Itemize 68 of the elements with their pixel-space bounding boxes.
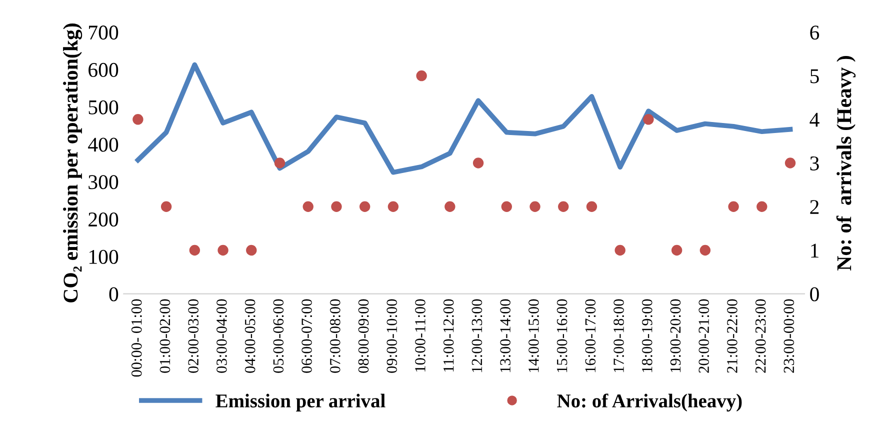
- point: [472, 158, 484, 168]
- y2-tick-label: 0: [810, 287, 819, 302]
- x-tick-label: 20:00-21:00: [698, 299, 710, 373]
- point: [132, 114, 144, 125]
- x-tick-label: 00:00- 01:00: [131, 299, 142, 377]
- y2-axis-title: No: of arrivals (Heavy ): [836, 56, 856, 271]
- point: [700, 244, 711, 256]
- x-tick-label: 04:00-05:00: [244, 299, 256, 373]
- point: [501, 201, 512, 212]
- y2-tick-label: 4: [810, 112, 820, 127]
- x-tick-label: 19:00-20:00: [670, 299, 681, 372]
- y2-tick-label: 6: [810, 26, 820, 40]
- x-tick-label: 16:00-17:00: [585, 299, 596, 372]
- x-tick-label: 18:00-19:00: [642, 299, 652, 372]
- legend-label: Emission per arrival: [216, 394, 386, 412]
- x-tick-label: 21:00-22:00: [727, 299, 738, 373]
- x-tick-label: 09:00-10:00: [386, 299, 398, 373]
- y-axis-title: CO₂ emission per operation(kg): [63, 24, 82, 302]
- x-tick-label: 06:00-07:00: [302, 299, 312, 373]
- y-tick-label: 500: [88, 100, 118, 114]
- x-tick-label: 11:00-12:00: [443, 299, 454, 372]
- y-tick-label: 200: [88, 212, 118, 227]
- point: [246, 244, 257, 256]
- x-tick-label: 08:00-09:00: [358, 299, 369, 373]
- y2-tick-label: 1: [811, 244, 818, 258]
- x-tick-label: 15:00-16:00: [556, 299, 568, 372]
- x-tick-label: 01:00-02:00: [160, 299, 170, 373]
- x-tick-label: 22:00-23:00: [755, 299, 766, 373]
- x-tick-label: 02:00-03:00: [188, 299, 199, 373]
- y-tick-label: 100: [89, 250, 118, 264]
- point: [160, 201, 172, 212]
- y2-tick-label: 2: [810, 200, 819, 214]
- y2-tick-label: 3: [810, 156, 819, 170]
- point: [728, 201, 739, 212]
- point: [586, 201, 598, 212]
- point: [331, 201, 342, 212]
- x-tick-label: 05:00-06:00: [273, 299, 284, 373]
- point: [614, 244, 626, 256]
- point: [302, 201, 314, 212]
- point: [274, 158, 286, 168]
- x-tick-label: 17:00-18:00: [614, 299, 624, 372]
- point: [444, 201, 456, 212]
- x-tick-label: 03:00-04:00: [216, 299, 227, 373]
- point: [671, 244, 682, 256]
- y-tick-label: 0: [109, 287, 118, 302]
- y-tick-label: 600: [88, 62, 118, 77]
- point: [643, 114, 654, 125]
- x-tick-label: 13:00-14:00: [500, 299, 511, 372]
- point: [530, 201, 540, 212]
- x-tick-label: 10:00-11:00: [415, 299, 426, 372]
- line-series: [136, 62, 793, 175]
- point: [416, 70, 427, 82]
- point: [558, 201, 569, 212]
- point: [784, 158, 796, 168]
- point: [756, 201, 768, 212]
- x-tick-label: 23:00-00:00: [784, 299, 794, 373]
- y2-tick-label: 5: [810, 69, 819, 84]
- point: [218, 244, 228, 256]
- legend-label: No: of Arrivals(heavy): [557, 394, 742, 412]
- y-tick-label: 700: [89, 26, 118, 40]
- point: [388, 201, 399, 212]
- x-tick-label: 07:00-08:00: [330, 299, 340, 373]
- x-tick-label: 14:00-15:00: [528, 299, 539, 372]
- x-tick-label: 12:00-13:00: [472, 299, 482, 372]
- y-tick-label: 300: [88, 175, 118, 190]
- y-tick-label: 400: [88, 138, 118, 152]
- point: [189, 244, 200, 256]
- point: [359, 201, 370, 212]
